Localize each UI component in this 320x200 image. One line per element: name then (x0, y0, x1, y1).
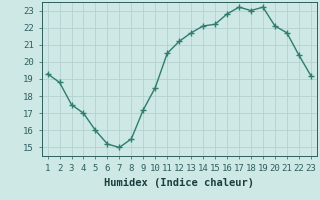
X-axis label: Humidex (Indice chaleur): Humidex (Indice chaleur) (104, 178, 254, 188)
